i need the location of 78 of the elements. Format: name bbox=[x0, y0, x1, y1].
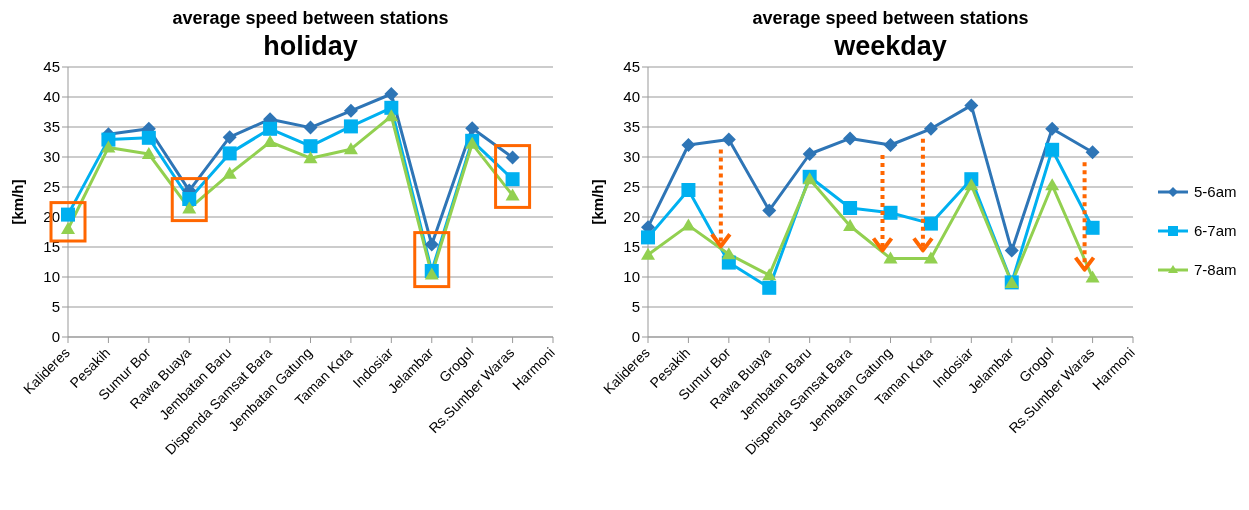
legend-label: 7-8am bbox=[1194, 261, 1237, 278]
point bbox=[843, 201, 858, 215]
y-tick-label: 30 bbox=[43, 148, 60, 166]
y-tick-label: 20 bbox=[623, 208, 640, 226]
y-tick-label: 15 bbox=[623, 238, 640, 256]
point bbox=[384, 109, 399, 122]
point bbox=[641, 230, 655, 245]
point bbox=[762, 268, 777, 281]
point bbox=[343, 103, 358, 118]
point bbox=[681, 218, 696, 231]
point bbox=[641, 247, 655, 260]
legend-label: 6-7am bbox=[1194, 222, 1237, 239]
chart-subtitle: holiday bbox=[262, 31, 359, 62]
y-tick-label: 45 bbox=[623, 58, 640, 76]
point bbox=[964, 98, 979, 113]
y-tick-label: 10 bbox=[43, 268, 60, 286]
point bbox=[505, 150, 520, 165]
point bbox=[141, 130, 156, 145]
point bbox=[721, 132, 736, 147]
point bbox=[505, 188, 520, 201]
point bbox=[802, 147, 817, 161]
point bbox=[1045, 178, 1060, 191]
point bbox=[465, 121, 480, 136]
point bbox=[141, 147, 156, 159]
y-tick-label: 30 bbox=[623, 148, 640, 166]
y-tick-label: 0 bbox=[51, 328, 60, 346]
point bbox=[1085, 145, 1100, 160]
point bbox=[762, 203, 777, 218]
point bbox=[883, 138, 898, 152]
point bbox=[505, 172, 520, 187]
point bbox=[343, 142, 358, 155]
point bbox=[424, 237, 439, 252]
point bbox=[303, 120, 318, 135]
point bbox=[923, 216, 938, 231]
point bbox=[263, 135, 278, 147]
chart-title: average speed between stations bbox=[171, 8, 450, 29]
point bbox=[843, 131, 858, 146]
point bbox=[1045, 142, 1060, 157]
point bbox=[343, 119, 358, 134]
y-tick-label: 45 bbox=[43, 58, 60, 76]
point bbox=[923, 121, 938, 136]
point bbox=[681, 138, 696, 152]
point bbox=[384, 87, 399, 101]
point bbox=[303, 139, 318, 154]
y-tick-label: 40 bbox=[43, 88, 60, 106]
point bbox=[222, 130, 237, 145]
point bbox=[303, 151, 318, 164]
point bbox=[222, 146, 237, 161]
point bbox=[883, 251, 898, 264]
point bbox=[964, 178, 979, 191]
y-tick-label: 15 bbox=[43, 238, 60, 256]
point bbox=[101, 140, 116, 153]
point bbox=[1085, 270, 1100, 283]
point bbox=[1045, 121, 1060, 136]
point bbox=[681, 183, 696, 197]
y-tick-label: 25 bbox=[43, 178, 60, 196]
point bbox=[1004, 243, 1019, 258]
chart-subtitle: weekday bbox=[833, 31, 948, 62]
y-axis-title: [km/h] bbox=[589, 179, 607, 225]
legend-label: 5-6am bbox=[1194, 183, 1237, 200]
point bbox=[923, 251, 938, 264]
y-tick-label: 35 bbox=[43, 118, 60, 136]
point bbox=[721, 247, 736, 260]
y-tick-label: 10 bbox=[623, 268, 640, 286]
point bbox=[762, 280, 777, 295]
y-axis-title: [km/h] bbox=[9, 179, 27, 225]
y-tick-label: 25 bbox=[623, 178, 640, 196]
y-tick-label: 35 bbox=[623, 118, 640, 136]
point bbox=[222, 166, 237, 179]
point bbox=[263, 121, 278, 136]
chart-title: average speed between stations bbox=[751, 8, 1030, 29]
y-tick-label: 5 bbox=[51, 298, 60, 316]
y-tick-label: 5 bbox=[631, 298, 640, 316]
point bbox=[1085, 220, 1100, 235]
point bbox=[843, 219, 858, 231]
y-tick-label: 0 bbox=[631, 328, 640, 346]
y-tick-label: 40 bbox=[623, 88, 640, 106]
point bbox=[883, 205, 898, 220]
